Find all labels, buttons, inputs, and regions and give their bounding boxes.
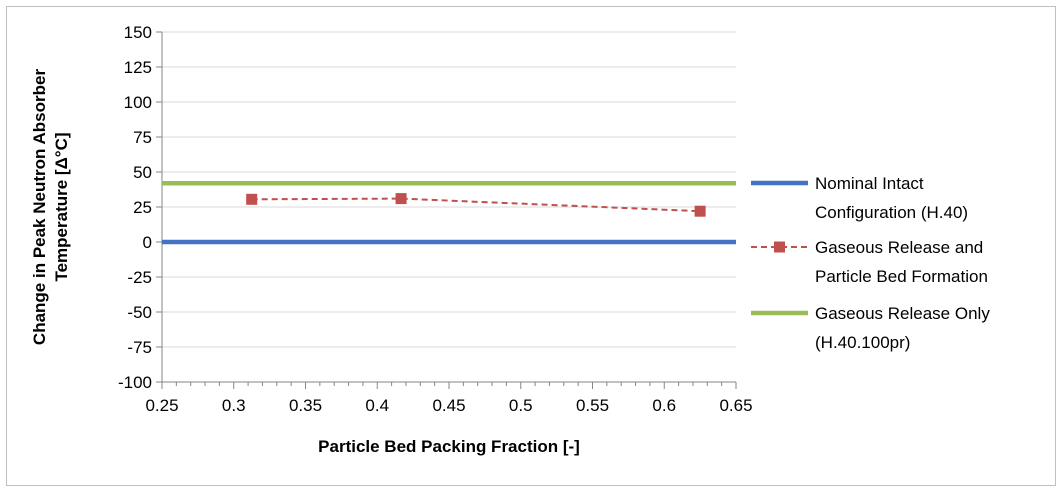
legend-label: Gaseous Release and: [815, 238, 983, 257]
data-point-marker: [246, 193, 258, 205]
y-axis-title: Change in Peak Neutron Absorber Temperatu…: [30, 69, 71, 346]
y-axis-title-line: Temperature [Δ°C]: [52, 132, 71, 281]
x-axis-title: Particle Bed Packing Fraction [-]: [318, 437, 580, 456]
x-tick-label: 0.65: [719, 396, 752, 415]
chart-frame: [6, 6, 1056, 486]
y-tick-label: 0: [143, 233, 152, 252]
y-tick-label: -50: [127, 303, 152, 322]
legend-label: Nominal Intact: [815, 174, 924, 193]
x-tick-label: 0.55: [576, 396, 609, 415]
y-tick-label: 125: [124, 58, 152, 77]
y-tick-label: -75: [127, 338, 152, 357]
x-tick-label: 0.3: [222, 396, 246, 415]
y-tick-label: -100: [118, 373, 152, 392]
gridlines: [162, 31, 736, 348]
y-tick-label: 150: [124, 23, 152, 42]
y-tick-label: 25: [133, 198, 152, 217]
y-tick-label: 100: [124, 93, 152, 112]
tick-labels: 150 125 100 75 50 25 0 -25 -50 -75 -100 0.25 0.3 0.35…: [118, 23, 753, 415]
legend-label: Gaseous Release Only: [815, 304, 990, 323]
y-tick-label: -25: [127, 268, 152, 287]
data-point-marker: [395, 193, 407, 205]
legend-label: Configuration (H.40): [815, 203, 968, 222]
legend-marker: [774, 241, 785, 253]
series-layer: [162, 180, 736, 245]
x-tick-label: 0.6: [652, 396, 676, 415]
y-axis-title-line: Change in Peak Neutron Absorber: [30, 69, 49, 346]
y-tick-label: 50: [133, 163, 152, 182]
legend-label: (H.40.100pr): [815, 333, 910, 352]
series-line-2: [251, 197, 701, 213]
x-tick-label: 0.35: [289, 396, 322, 415]
y-tick-label: 75: [133, 128, 152, 147]
x-tick-label: 0.25: [145, 396, 178, 415]
x-tick-label: 0.4: [365, 396, 389, 415]
legend: Nominal Intact Configuration (H.40) Gaseou…: [751, 174, 990, 352]
x-tick-label: 0.45: [432, 396, 465, 415]
legend-label: Particle Bed Formation: [815, 267, 988, 286]
axes: [156, 31, 737, 389]
x-tick-label: 0.5: [509, 396, 533, 415]
data-point-marker: [694, 205, 706, 217]
